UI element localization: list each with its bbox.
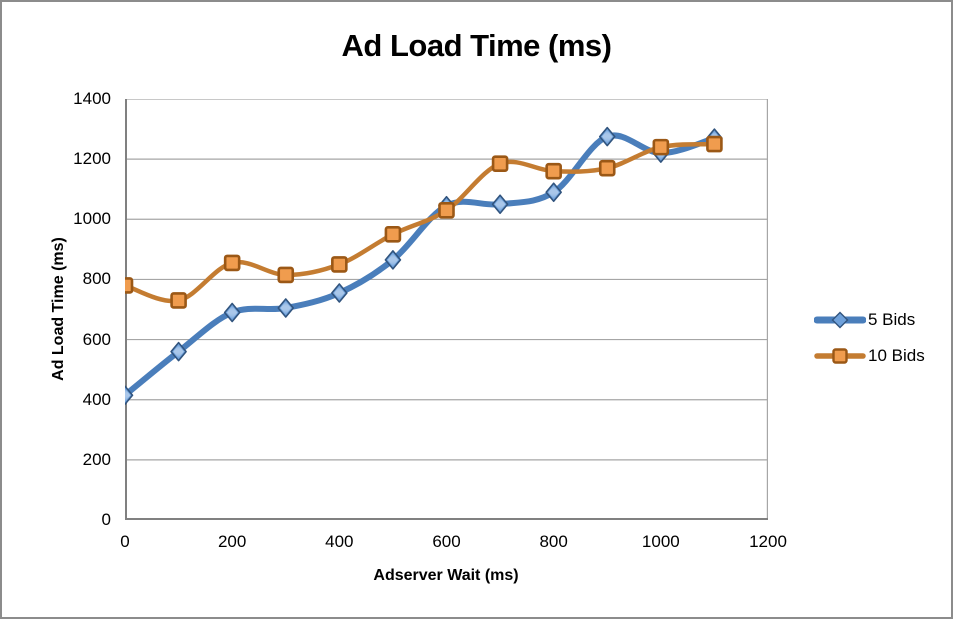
legend-swatch-5-bids-line-diamond-icon [814,311,866,329]
y-tick-label-0: 0 [101,510,111,529]
legend-marker-square [832,348,848,364]
chart-title: Ad Load Time (ms) [341,28,612,63]
marker-square [277,266,295,284]
marker-square [491,155,509,172]
legend-item-10-bids: 10 Bids [814,346,925,366]
marker-square [170,292,187,309]
x-axis-title: Adserver Wait (ms) [373,567,519,584]
plot-area [125,99,768,520]
marker-diamond-gloss [125,388,131,402]
legend-label-10-bids: 10 Bids [868,346,925,365]
y-tick-label-1000: 1000 [73,209,111,229]
marker-diamond-gloss [334,286,345,300]
x-tick-label-600: 600 [432,532,461,551]
y-tick-label-200: 200 [82,449,111,469]
y-tick-label-400: 400 [82,389,111,409]
x-tick-label-1000: 1000 [641,532,680,551]
marker-square [384,226,402,243]
marker-square [545,162,562,180]
x-tick-label-1200: 1200 [749,532,787,551]
y-tick-label-800: 800 [82,269,111,289]
marker-square [706,135,723,153]
legend-item-5-bids: 5 Bids [814,310,925,330]
x-tick-label-0: 0 [120,532,130,551]
series-line [125,141,717,304]
series-10-bids [125,135,723,309]
legend-label-5-bids: 5 Bids [868,310,916,329]
marker-square [331,256,348,273]
y-tick-label-1400: 1400 [73,89,111,108]
marker-diamond-gloss [280,301,292,315]
series-line [125,132,718,399]
marker-square [438,201,455,219]
x-tick-label-800: 800 [539,532,568,551]
x-tick-label-200: 200 [217,532,247,551]
y-tick-label-600: 600 [82,329,111,349]
marker-diamond-gloss [548,185,559,199]
legend-swatch-10-bids-line-square-icon [814,348,866,364]
series-5-bids [125,126,723,406]
marker-diamond-gloss [601,130,613,144]
marker-square [652,138,670,156]
legend: 5 Bids 10 Bids [814,310,925,366]
marker-square [223,254,241,272]
y-axis-title: Ad Load Time (ms) [50,237,67,381]
legend-marker-diamond [831,311,849,329]
marker-diamond-gloss [494,197,506,211]
marker-diamond-gloss [387,253,399,267]
marker-square [125,277,134,294]
x-tick-label-400: 400 [325,532,354,551]
y-tick-label-1200: 1200 [73,149,111,169]
marker-square [598,159,616,177]
